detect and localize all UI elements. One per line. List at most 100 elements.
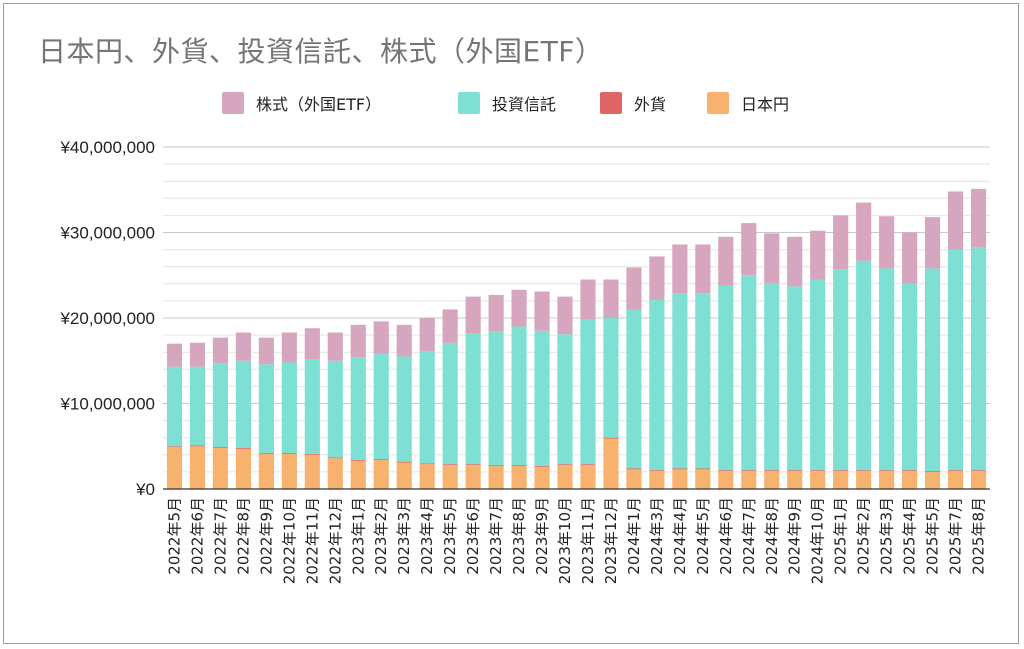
bar-segment	[396, 356, 412, 462]
legend-item-etf: 株式（外国ETF）	[222, 88, 381, 118]
bar-segment	[327, 360, 343, 458]
bar-segment	[419, 464, 435, 489]
bar-segment	[695, 244, 711, 294]
bar-segment	[166, 366, 183, 447]
bar-segment	[580, 319, 596, 465]
bar-segment	[488, 465, 504, 489]
x-tick-label: 2025年8月	[970, 497, 988, 575]
bar-segment	[718, 471, 734, 489]
bar-segment	[350, 459, 366, 461]
x-tick-label: 2022年10月	[280, 497, 298, 584]
bar-segment	[603, 318, 619, 438]
x-tick-label: 2024年10月	[809, 497, 827, 584]
bar-segment	[741, 275, 757, 471]
x-tick-label: 2025年3月	[878, 497, 896, 575]
bar-segment	[488, 465, 504, 466]
bar-segment	[258, 453, 274, 454]
x-tick-label: 2022年8月	[234, 497, 252, 575]
bar-segment	[947, 191, 964, 250]
bar-segment	[947, 249, 964, 471]
bar-segment	[511, 289, 527, 327]
x-tick-label: 2023年12月	[602, 497, 620, 584]
x-tick-label: 2025年5月	[924, 497, 942, 575]
bar-segment	[672, 244, 688, 294]
x-tick-label: 2023年5月	[441, 497, 459, 575]
x-tick-label: 2023年10月	[556, 497, 574, 584]
bar-segment	[373, 459, 389, 460]
bar-segment	[672, 468, 688, 470]
bar-segment	[810, 470, 826, 472]
bar-segment	[626, 309, 642, 469]
bar-segment	[603, 279, 619, 318]
bar-segment	[924, 471, 941, 489]
x-tick-label: 2023年1月	[349, 497, 367, 575]
bar-segment	[189, 446, 206, 489]
bar-segment	[373, 321, 389, 354]
x-tick-label: 2023年4月	[418, 497, 436, 575]
bar-segment	[902, 283, 918, 471]
bar-segment	[924, 217, 941, 269]
bar-segment	[396, 462, 412, 489]
bar-segment	[810, 279, 826, 471]
bar-segment	[741, 471, 757, 489]
bar-segment	[947, 471, 964, 489]
bar-segment	[281, 453, 297, 454]
x-tick-label: 2024年5月	[694, 497, 712, 575]
bar-segment	[534, 330, 550, 466]
bar-segment	[856, 260, 872, 471]
bar-segment	[695, 469, 711, 489]
legend-swatch-fx	[600, 92, 622, 114]
x-tick-label: 2023年2月	[372, 497, 390, 575]
bar-segment	[856, 202, 872, 261]
bar-segment	[189, 366, 206, 446]
bar-segment	[465, 296, 481, 334]
bar-segment	[258, 453, 274, 489]
bar-segment	[189, 342, 206, 367]
bar-segment	[373, 459, 389, 489]
x-tick-label: 2024年1月	[625, 497, 643, 575]
bar-segment	[396, 461, 412, 463]
bar-segment	[833, 470, 849, 472]
bar-segment	[879, 268, 895, 471]
bar-segment	[327, 457, 343, 459]
y-tick-label: ¥0	[135, 480, 155, 499]
x-tick-label: 2022年9月	[257, 497, 275, 575]
bar-segment	[580, 464, 596, 466]
bar-segment	[235, 448, 251, 489]
x-tick-label: 2024年7月	[740, 497, 758, 575]
bar-segment	[764, 470, 780, 472]
bar-segment	[442, 342, 458, 465]
bar-segment	[947, 470, 964, 472]
x-tick-label: 2022年6月	[188, 497, 206, 575]
chart-legend: 株式（外国ETF） 投資信託 外貨 日本円	[0, 88, 1024, 118]
bar-segment	[580, 465, 596, 489]
bar-segment	[603, 437, 619, 439]
legend-swatch-fund	[458, 92, 480, 114]
bar-segment	[258, 337, 274, 365]
bar-segment	[281, 362, 297, 454]
bar-segment	[695, 293, 711, 469]
bar-segment	[764, 233, 780, 283]
bar-segment	[419, 318, 435, 352]
bar-segment	[166, 343, 183, 367]
x-tick-label: 2022年5月	[165, 497, 183, 575]
bar-segment	[856, 470, 872, 472]
legend-label-etf: 株式（外国ETF）	[256, 95, 382, 114]
bar-segment	[442, 464, 458, 466]
bar-segment	[902, 471, 918, 489]
x-tick-label: 2024年3月	[648, 497, 666, 575]
bar-segment	[235, 447, 251, 449]
bar-segment	[488, 331, 504, 466]
bar-segment	[511, 465, 527, 489]
bar-segment	[373, 353, 389, 460]
bar-segment	[672, 469, 688, 489]
bar-segment	[557, 465, 573, 489]
bar-segment	[534, 466, 550, 489]
chart-title: 日本円、外貨、投資信託、株式（外国ETF）	[38, 35, 604, 68]
bar-segment	[350, 460, 366, 489]
bar-segment	[488, 294, 504, 332]
x-tick-label: 2023年3月	[395, 497, 413, 575]
y-tick-label: ¥40,000,000	[59, 138, 155, 157]
bar-segment	[764, 471, 780, 489]
